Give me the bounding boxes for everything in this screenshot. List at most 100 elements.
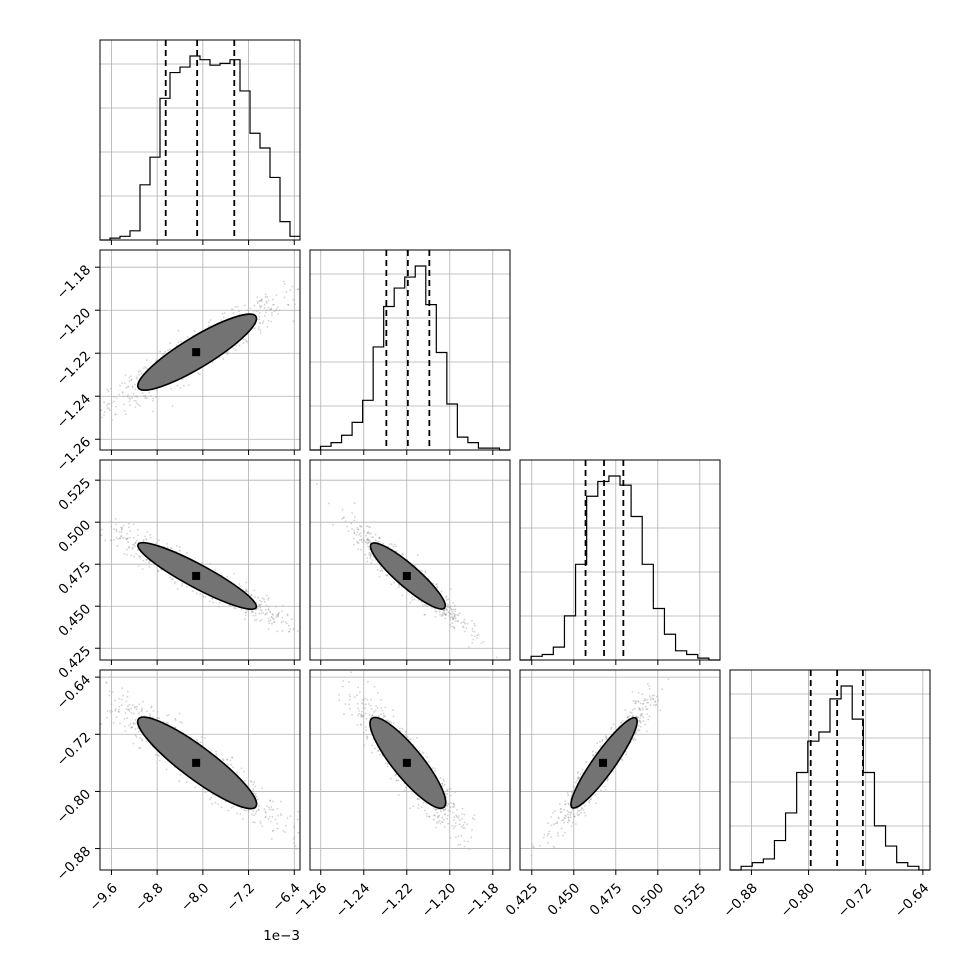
sample-point (359, 723, 362, 725)
sample-point (231, 756, 233, 759)
sample-point (269, 610, 272, 613)
sample-point (232, 312, 235, 314)
sample-point (356, 694, 358, 697)
sample-point (105, 682, 108, 684)
sample-point (246, 610, 248, 612)
sample-point (126, 538, 129, 540)
sample-point (128, 380, 131, 382)
sample-point (369, 557, 372, 559)
sample-point (167, 714, 170, 716)
sample-point (578, 809, 581, 812)
sample-point (416, 798, 419, 801)
sample-point (376, 692, 379, 694)
sample-point (397, 779, 400, 782)
sample-point (114, 708, 117, 710)
sample-point (238, 344, 241, 347)
sample-point (108, 694, 111, 697)
sample-point (155, 359, 157, 361)
sample-point (401, 594, 404, 597)
sample-point (159, 759, 161, 762)
sample-point (356, 527, 359, 529)
sample-point (244, 779, 246, 782)
sample-point (264, 608, 267, 611)
sample-point (121, 687, 124, 689)
sample-point (243, 770, 245, 773)
sample-point (200, 736, 203, 738)
sample-point (366, 560, 369, 563)
sample-point (103, 401, 105, 404)
sample-point (245, 590, 248, 592)
sample-point (157, 570, 160, 572)
sample-point (371, 744, 374, 747)
sample-point (259, 329, 262, 332)
sample-point (417, 599, 420, 601)
sample-point (261, 597, 264, 600)
sample-point (570, 791, 573, 794)
sample-point (576, 812, 579, 814)
sample-point (356, 724, 359, 726)
sample-point (264, 295, 267, 298)
sample-point (382, 542, 384, 545)
sample-point (629, 711, 631, 713)
sample-point (444, 793, 447, 795)
sample-point (289, 289, 292, 291)
sample-point (436, 587, 439, 589)
sample-point (442, 614, 444, 617)
sample-point (377, 750, 379, 752)
sample-point (159, 350, 162, 353)
sample-point (252, 783, 255, 786)
sample-point (152, 410, 154, 413)
sample-point (128, 546, 131, 549)
sample-point (411, 599, 414, 601)
sample-point (141, 739, 144, 742)
sample-point (139, 370, 141, 372)
sample-point (253, 792, 255, 795)
sample-point (458, 612, 461, 615)
sample-point (249, 780, 252, 783)
sample-point (474, 624, 476, 627)
sample-point (130, 726, 133, 729)
sample-point (366, 698, 369, 701)
sample-point (637, 701, 640, 703)
sample-point (142, 559, 145, 562)
sample-point (386, 574, 389, 576)
sample-point (357, 542, 360, 544)
sample-point (103, 414, 105, 416)
sample-point (338, 693, 340, 696)
sample-point (569, 813, 572, 816)
sample-point (632, 739, 635, 742)
sample-point (452, 806, 454, 808)
sample-point (236, 812, 239, 815)
sample-point (620, 758, 623, 760)
sample-point (108, 403, 111, 405)
sample-point (369, 555, 372, 558)
sample-point (370, 532, 372, 535)
sample-point (243, 809, 246, 812)
sample-point (125, 532, 128, 535)
sample-point (667, 678, 670, 681)
sample-point (251, 813, 253, 816)
sample-point (369, 554, 372, 557)
sample-point (439, 822, 442, 825)
sample-point (257, 326, 260, 328)
sample-point (188, 384, 190, 386)
sample-point (130, 554, 133, 557)
sample-point (174, 726, 177, 728)
sample-point (444, 813, 447, 815)
sample-point (463, 827, 466, 829)
sample-point (209, 798, 211, 801)
sample-point (563, 821, 566, 824)
sample-point (471, 817, 474, 820)
sample-point (366, 735, 368, 738)
sample-point (353, 532, 356, 534)
sample-point (128, 400, 131, 403)
sample-point (255, 796, 258, 798)
sample-point (238, 310, 241, 313)
sample-point (418, 749, 421, 752)
sample-point (601, 738, 604, 741)
sample-point (646, 698, 649, 701)
sample-point (244, 304, 246, 307)
sample-point (107, 390, 110, 393)
sample-point (233, 573, 236, 575)
sample-point (150, 705, 153, 708)
